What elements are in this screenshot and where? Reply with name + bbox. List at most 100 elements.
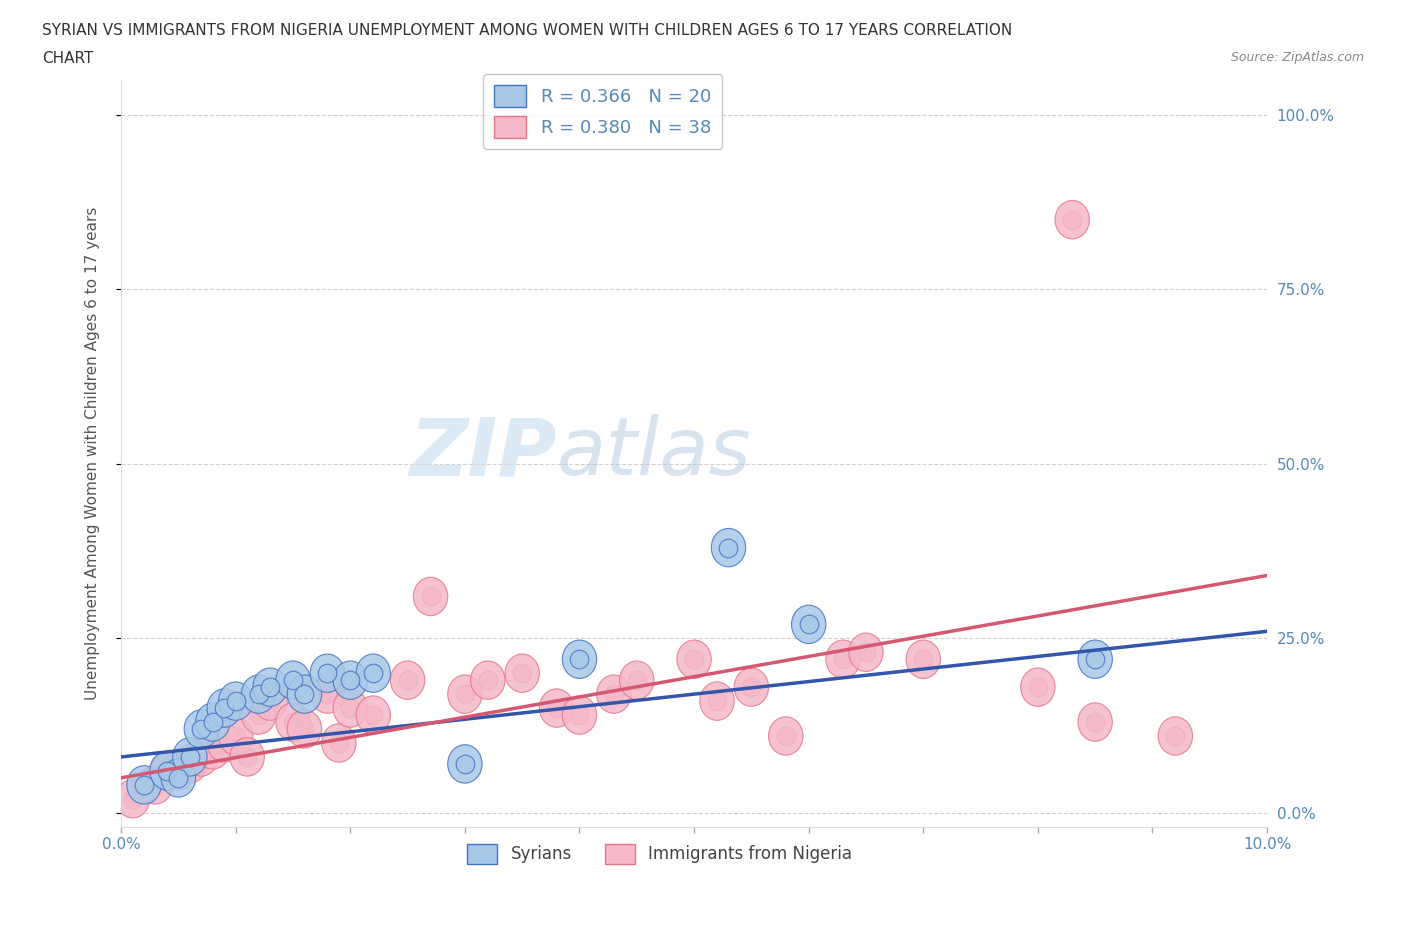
Ellipse shape	[1054, 201, 1090, 239]
Text: CHART: CHART	[42, 51, 94, 66]
Ellipse shape	[253, 682, 287, 721]
Point	[132, 777, 155, 792]
Ellipse shape	[356, 696, 391, 735]
Point	[832, 652, 855, 667]
Point	[454, 686, 477, 701]
Ellipse shape	[333, 661, 367, 699]
Point	[190, 750, 212, 764]
Ellipse shape	[150, 751, 184, 790]
Point	[167, 770, 190, 785]
Ellipse shape	[242, 675, 276, 713]
Ellipse shape	[825, 640, 860, 678]
Point	[190, 722, 212, 737]
Text: Source: ZipAtlas.com: Source: ZipAtlas.com	[1230, 51, 1364, 64]
Ellipse shape	[287, 710, 322, 749]
Point	[316, 686, 339, 701]
Ellipse shape	[1159, 717, 1192, 755]
Point	[1026, 680, 1049, 695]
Ellipse shape	[711, 528, 745, 566]
Point	[201, 742, 224, 757]
Point	[156, 764, 179, 778]
Ellipse shape	[231, 737, 264, 777]
Point	[201, 714, 224, 729]
Point	[477, 672, 499, 687]
Ellipse shape	[127, 765, 162, 804]
Point	[546, 700, 568, 715]
Point	[1084, 652, 1107, 667]
Point	[294, 722, 316, 737]
Ellipse shape	[207, 689, 242, 727]
Point	[454, 756, 477, 771]
Point	[247, 686, 270, 701]
Point	[740, 680, 762, 695]
Ellipse shape	[356, 654, 391, 693]
Point	[1062, 212, 1084, 227]
Ellipse shape	[676, 640, 711, 678]
Point	[236, 750, 259, 764]
Point	[855, 644, 877, 659]
Text: ZIP: ZIP	[409, 415, 557, 492]
Point	[568, 652, 591, 667]
Point	[717, 540, 740, 555]
Point	[339, 672, 361, 687]
Point	[259, 680, 281, 695]
Point	[797, 617, 820, 631]
Point	[167, 764, 190, 778]
Ellipse shape	[311, 654, 344, 693]
Ellipse shape	[276, 703, 311, 741]
Ellipse shape	[115, 779, 150, 818]
Point	[683, 652, 706, 667]
Ellipse shape	[596, 675, 631, 713]
Ellipse shape	[276, 661, 311, 699]
Ellipse shape	[447, 745, 482, 783]
Ellipse shape	[562, 640, 596, 678]
Ellipse shape	[769, 717, 803, 755]
Point	[247, 708, 270, 723]
Point	[316, 666, 339, 681]
Point	[396, 672, 419, 687]
Ellipse shape	[734, 668, 769, 707]
Ellipse shape	[413, 578, 447, 616]
Point	[294, 686, 316, 701]
Point	[1084, 714, 1107, 729]
Point	[214, 736, 236, 751]
Point	[1164, 728, 1187, 743]
Ellipse shape	[311, 675, 344, 713]
Ellipse shape	[333, 689, 367, 727]
Ellipse shape	[253, 668, 287, 707]
Ellipse shape	[218, 682, 253, 721]
Ellipse shape	[162, 759, 195, 797]
Ellipse shape	[1078, 703, 1112, 741]
Point	[419, 589, 441, 604]
Point	[912, 652, 935, 667]
Point	[361, 666, 384, 681]
Ellipse shape	[471, 661, 505, 699]
Point	[179, 756, 201, 771]
Point	[225, 728, 247, 743]
Text: SYRIAN VS IMMIGRANTS FROM NIGERIA UNEMPLOYMENT AMONG WOMEN WITH CHILDREN AGES 6 : SYRIAN VS IMMIGRANTS FROM NIGERIA UNEMPL…	[42, 23, 1012, 38]
Point	[281, 714, 304, 729]
Point	[145, 777, 167, 792]
Ellipse shape	[207, 724, 242, 763]
Ellipse shape	[242, 696, 276, 735]
Ellipse shape	[562, 696, 596, 735]
Ellipse shape	[540, 689, 574, 727]
Ellipse shape	[447, 675, 482, 713]
Ellipse shape	[173, 745, 207, 783]
Point	[281, 672, 304, 687]
Point	[775, 728, 797, 743]
Ellipse shape	[195, 731, 231, 769]
Point	[225, 694, 247, 709]
Ellipse shape	[1078, 640, 1112, 678]
Ellipse shape	[138, 765, 173, 804]
Ellipse shape	[287, 675, 322, 713]
Ellipse shape	[184, 737, 218, 777]
Ellipse shape	[905, 640, 941, 678]
Point	[568, 708, 591, 723]
Ellipse shape	[218, 717, 253, 755]
Point	[706, 694, 728, 709]
Ellipse shape	[150, 751, 184, 790]
Ellipse shape	[173, 737, 207, 777]
Point	[510, 666, 533, 681]
Ellipse shape	[620, 661, 654, 699]
